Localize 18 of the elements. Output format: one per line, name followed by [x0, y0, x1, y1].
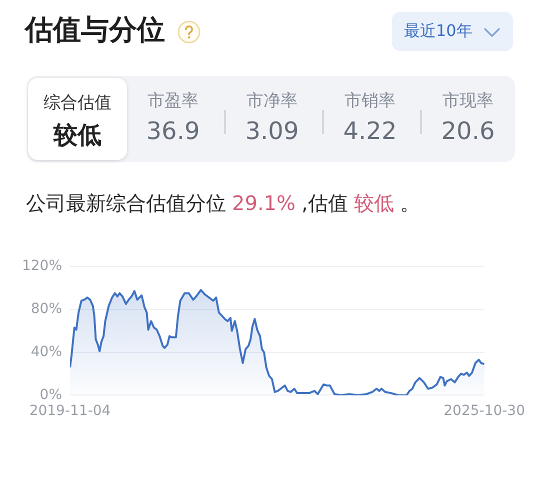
tab[interactable]: 市现率 20.6: [422, 84, 514, 150]
text: ,估值: [302, 191, 348, 215]
y-tick-label: 0%: [40, 386, 62, 403]
tab[interactable]: 市净率 3.09: [226, 84, 318, 150]
text: 。: [400, 191, 420, 215]
tab[interactable]: 市销率 4.22: [324, 84, 416, 150]
period-dropdown[interactable]: 最近10年: [392, 12, 513, 51]
text: 较低: [354, 191, 394, 215]
text: 29.1%: [232, 191, 296, 215]
selected-tab[interactable]: 综合估值 较低: [28, 78, 127, 160]
y-tick-label: 80%: [30, 300, 62, 317]
y-tick-label: 40%: [30, 344, 62, 360]
text: 公司最新综合估值分位: [26, 191, 226, 215]
text: 估值与分位: [25, 12, 165, 48]
x-tick-label: 2025-10-30: [444, 403, 526, 420]
tab[interactable]: 市盈率 36.9: [127, 84, 219, 150]
y-tick-label: 120%: [22, 258, 62, 274]
x-tick-label: 2019-11-04: [29, 403, 111, 420]
